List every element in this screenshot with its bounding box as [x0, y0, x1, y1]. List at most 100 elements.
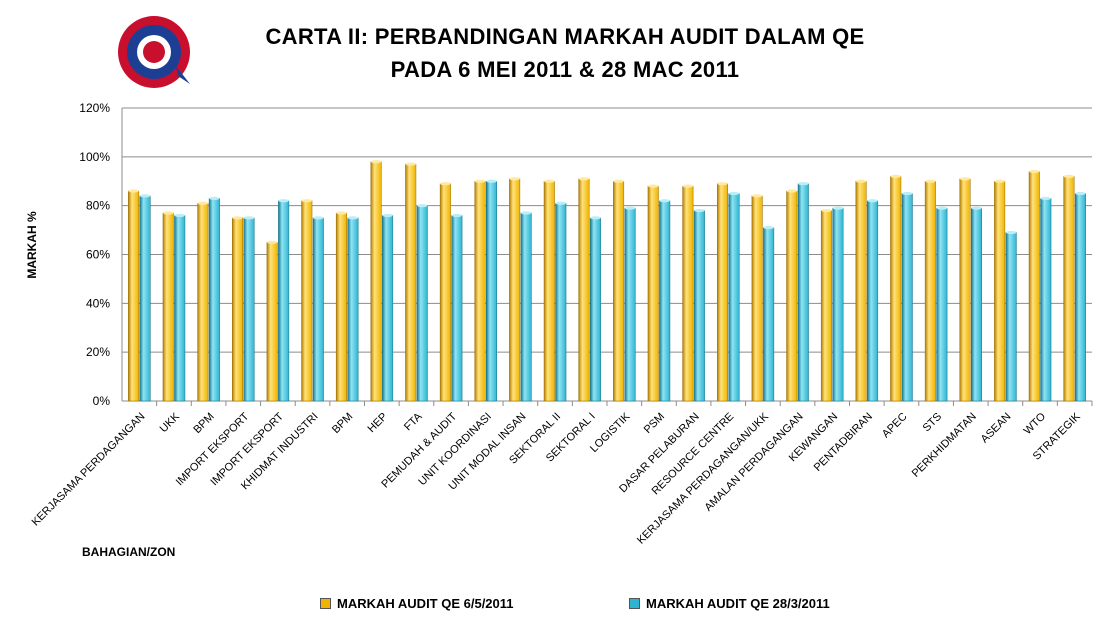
- bar-series-1: [613, 181, 625, 402]
- bar-series-1: [578, 178, 590, 402]
- bar-cap-series-2: [313, 216, 324, 220]
- bar-series-2: [520, 212, 532, 402]
- bar-cap-series-2: [520, 211, 532, 215]
- bar-cap-series-2: [867, 199, 878, 203]
- bar-series-2: [139, 195, 151, 402]
- bar-series-2: [555, 202, 567, 402]
- bar-cap-series-1: [128, 189, 139, 193]
- bar-series-2: [589, 217, 601, 402]
- bar-series-2: [867, 200, 879, 402]
- bar-series-2: [312, 217, 324, 402]
- bar-series-1: [1028, 171, 1040, 402]
- bar-cap-series-1: [509, 177, 520, 181]
- bar-cap-series-1: [890, 174, 901, 178]
- bar-cap-series-2: [174, 213, 185, 218]
- legend-item-series-2: MARKAH AUDIT QE 28/3/2011: [629, 596, 830, 611]
- bar-series-1: [890, 176, 902, 402]
- bar-series-1: [370, 161, 382, 402]
- bar-cap-series-1: [1029, 169, 1040, 174]
- x-category-label: PERKHIDMATAN: [910, 411, 979, 480]
- bar-cap-series-1: [613, 179, 624, 183]
- bar-series-1: [335, 212, 347, 402]
- bar-cap-series-1: [751, 194, 763, 198]
- y-axis-ticks: 0% 20% 40% 60% 80% 100% 120%: [79, 101, 110, 408]
- x-category-label: BPM: [191, 411, 216, 436]
- bar-series-2: [971, 207, 982, 402]
- bar-series-2: [901, 193, 913, 402]
- bar-cap-series-1: [544, 179, 555, 183]
- bar-series-1: [751, 195, 763, 402]
- x-category-label: PSM: [642, 411, 667, 436]
- legend-label-series-1: MARKAH AUDIT QE 6/5/2011: [337, 596, 514, 611]
- bar-series-2: [936, 207, 948, 402]
- x-category-label: STS: [921, 411, 945, 435]
- bar-series-2: [1040, 198, 1052, 402]
- chart-subtitle: PADA 6 MEI 2011 & 28 MAC 2011: [390, 57, 740, 82]
- x-category-label: FTA: [402, 410, 425, 433]
- bar-series-1: [924, 181, 936, 402]
- bar-cap-series-1: [925, 179, 936, 183]
- bar-cap-series-2: [901, 191, 913, 196]
- bar-cap-series-2: [243, 216, 255, 220]
- y-tick-label: 60%: [86, 248, 110, 262]
- y-tick-label: 0%: [93, 394, 111, 408]
- bar-series-2: [243, 217, 255, 402]
- x-category-label: APEC: [880, 411, 910, 441]
- bar-series-2: [416, 205, 428, 402]
- y-axis-title: MARKAH %: [25, 211, 39, 279]
- bar-series-1: [717, 183, 728, 402]
- bar-cap-series-1: [682, 184, 694, 188]
- bar-series-2: [382, 215, 394, 402]
- bar-series-1: [162, 212, 174, 402]
- bar-cap-series-2: [555, 201, 567, 205]
- bar-series-1: [786, 190, 798, 402]
- bar-cap-series-2: [278, 199, 289, 203]
- y-tick-label: 120%: [79, 101, 110, 115]
- bar-cap-series-1: [336, 211, 347, 215]
- bar-cap-series-2: [936, 206, 948, 210]
- bar-cap-series-1: [1063, 174, 1075, 178]
- bar-cap-series-1: [821, 208, 832, 213]
- bar-cap-series-1: [197, 201, 209, 205]
- bar-cap-series-1: [717, 182, 728, 186]
- bar-series-2: [347, 217, 359, 402]
- legend-item-series-1: MARKAH AUDIT QE 6/5/2011: [320, 596, 514, 611]
- bar-cap-series-1: [647, 184, 659, 188]
- x-category-label: ASEAN: [979, 411, 1014, 446]
- bar-cap-series-1: [786, 189, 798, 193]
- bar-cap-series-1: [994, 179, 1005, 183]
- bar-cap-series-2: [832, 206, 844, 210]
- bar-series-1: [509, 178, 521, 402]
- x-axis-title: BAHAGIAN/ZON: [82, 545, 175, 559]
- bar-series-2: [278, 200, 290, 402]
- bar-cap-series-2: [728, 191, 740, 196]
- bar-cap-series-2: [1040, 196, 1052, 200]
- y-tick-label: 80%: [86, 199, 110, 213]
- bar-series-2: [624, 207, 636, 402]
- bar-series-2: [1074, 193, 1086, 402]
- bar-series-1: [543, 181, 555, 402]
- bar-series-1: [959, 178, 971, 402]
- bar-cap-series-1: [162, 211, 174, 215]
- bar-series-1: [682, 185, 694, 402]
- y-tick-label: 100%: [79, 150, 110, 164]
- x-category-label: KERJASAMA PERDAGANGAN: [30, 411, 148, 529]
- bar-cap-series-1: [370, 160, 382, 164]
- bar-cap-series-2: [659, 199, 670, 203]
- bar-series-2: [797, 183, 809, 402]
- bar-chart: 0% 20% 40% 60% 80% 100% 120% KERJASAMA PERDAGA…: [25, 101, 1093, 559]
- x-category-label: WTO: [1022, 410, 1049, 437]
- y-tick-label: 40%: [86, 296, 110, 310]
- bar-series-2: [208, 198, 220, 402]
- bar-series-1: [994, 181, 1006, 402]
- bar-series-2: [451, 215, 463, 402]
- y-tick-label: 20%: [86, 345, 110, 359]
- bar-cap-series-1: [959, 177, 971, 181]
- bar-series-2: [1005, 232, 1017, 402]
- bar-cap-series-2: [590, 216, 601, 220]
- bar-series-1: [1063, 176, 1075, 402]
- bars: [128, 160, 1086, 402]
- bar-cap-series-2: [798, 182, 809, 186]
- bar-cap-series-2: [382, 213, 393, 218]
- bar-series-2: [693, 210, 705, 402]
